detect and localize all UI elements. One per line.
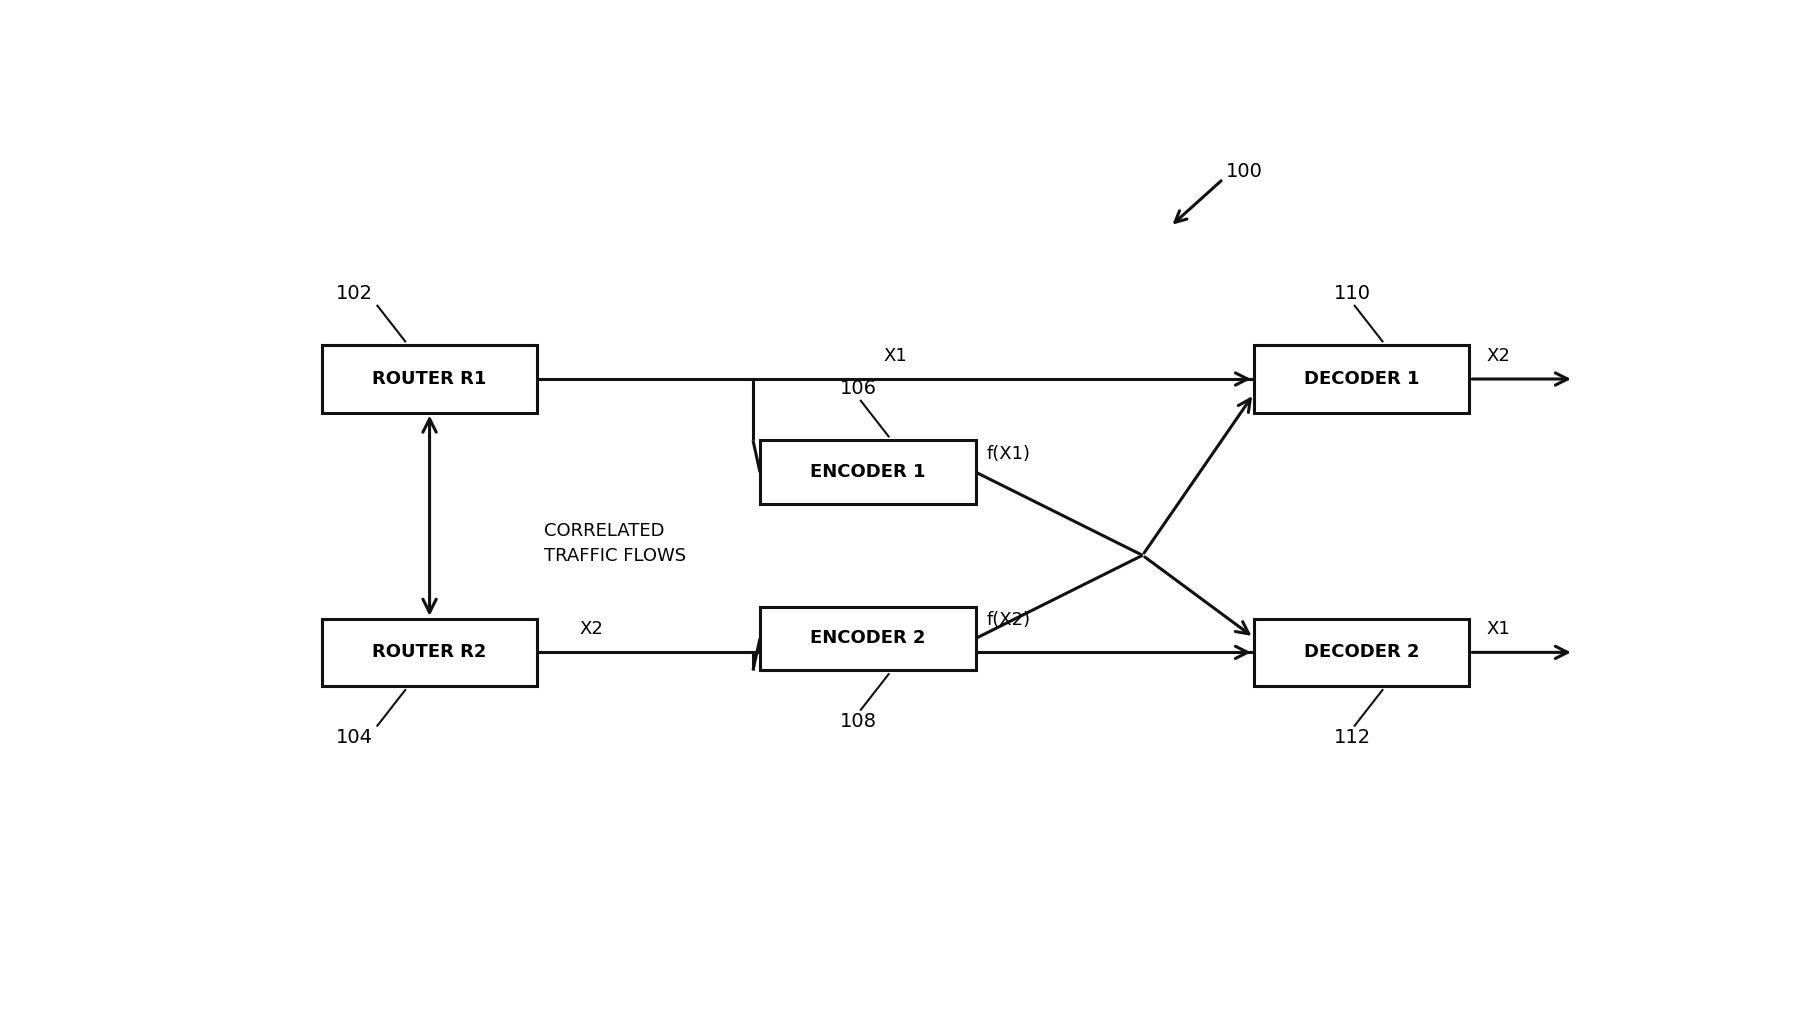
Text: 100: 100: [1226, 162, 1264, 180]
Text: ENCODER 1: ENCODER 1: [810, 463, 926, 482]
Text: 110: 110: [1334, 284, 1371, 304]
Text: ENCODER 2: ENCODER 2: [810, 630, 926, 647]
Text: X2: X2: [1486, 347, 1510, 364]
Text: DECODER 1: DECODER 1: [1303, 370, 1420, 388]
Text: ROUTER R1: ROUTER R1: [372, 370, 486, 388]
Text: DECODER 2: DECODER 2: [1303, 643, 1420, 662]
FancyBboxPatch shape: [759, 440, 976, 504]
FancyBboxPatch shape: [1253, 618, 1470, 686]
Text: 106: 106: [840, 380, 878, 398]
Text: 102: 102: [336, 284, 373, 304]
Text: CORRELATED
TRAFFIC FLOWS: CORRELATED TRAFFIC FLOWS: [544, 522, 686, 565]
Text: X1: X1: [1486, 620, 1510, 638]
FancyBboxPatch shape: [321, 346, 537, 413]
FancyBboxPatch shape: [759, 607, 976, 670]
FancyBboxPatch shape: [1253, 346, 1470, 413]
Text: f(X2): f(X2): [987, 611, 1030, 629]
Text: f(X1): f(X1): [987, 445, 1030, 463]
Text: 108: 108: [840, 712, 878, 732]
Text: ROUTER R2: ROUTER R2: [372, 643, 486, 662]
Text: 104: 104: [336, 729, 373, 747]
Text: X1: X1: [883, 347, 908, 364]
Text: X2: X2: [580, 620, 603, 638]
FancyBboxPatch shape: [321, 618, 537, 686]
Text: 112: 112: [1334, 729, 1371, 747]
